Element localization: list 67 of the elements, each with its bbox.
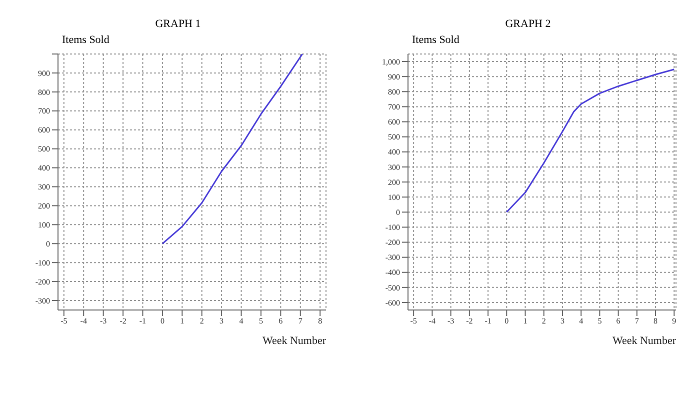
x-tick-label: 9 (672, 316, 676, 326)
y-tick-label: 900 (38, 68, 50, 78)
y-tick-label: -300 (35, 296, 50, 306)
x-tick-label: 3 (220, 316, 224, 326)
line-series (506, 68, 675, 213)
x-tick-label: 7 (634, 316, 639, 326)
x-tick-label: -3 (100, 316, 107, 326)
y-tick-label: 200 (38, 202, 50, 211)
x-tick-label: 6 (278, 316, 283, 326)
y-axis-title: Items Sold (62, 34, 110, 48)
x-tick-label: 8 (318, 316, 322, 326)
x-tick-label: 1 (523, 316, 528, 326)
y-tick-label: 300 (388, 162, 400, 172)
x-tick-label: 1 (180, 316, 184, 326)
y-tick-label: -600 (385, 298, 400, 308)
y-tick-label: 900 (388, 72, 400, 82)
x-tick-label: -5 (410, 316, 417, 326)
y-tick-label: 100 (388, 192, 400, 202)
y-tick-label: 800 (388, 87, 400, 96)
x-tick-label: 7 (298, 316, 302, 326)
x-tick-label: 2 (542, 316, 546, 326)
y-tick-label: 400 (38, 164, 50, 173)
y-tick-label: -100 (35, 258, 50, 268)
x-tick-label: 4 (239, 316, 244, 326)
y-tick-label: 700 (38, 106, 50, 116)
x-tick-label: 8 (654, 316, 658, 326)
x-tick-label: 5 (258, 316, 263, 326)
x-tick-label: -4 (428, 316, 436, 326)
y-tick-label: 600 (388, 118, 400, 127)
y-tick-label: -200 (385, 238, 400, 248)
y-tick-label: 1,000 (382, 57, 400, 66)
y-tick-label: 0 (46, 239, 50, 248)
y-axis-title: Items Sold (412, 34, 460, 48)
y-tick-label: 700 (388, 102, 400, 112)
y-tick-label: -100 (385, 223, 400, 232)
x-tick-label: 4 (579, 316, 584, 326)
x-tick-label: -4 (80, 316, 87, 326)
x-tick-label: 5 (598, 316, 602, 326)
y-tick-label: 400 (388, 148, 400, 157)
y-tick-label: -400 (385, 268, 400, 278)
y-tick-label: 100 (38, 220, 50, 230)
x-tick-label: 0 (504, 316, 509, 326)
y-tick-label: 200 (388, 178, 400, 187)
x-tick-label: -1 (139, 316, 146, 326)
x-tick-label: -2 (466, 316, 473, 326)
chart-title: GRAPH 2 (504, 18, 552, 32)
x-axis-title: Week Number (262, 335, 326, 347)
x-tick-label: -3 (447, 316, 454, 326)
y-tick-label: 0 (396, 208, 400, 217)
x-tick-label: -2 (120, 316, 126, 326)
y-tick-label: 300 (38, 182, 50, 192)
y-tick-label: -500 (385, 283, 400, 292)
x-axis-title: Week Number (612, 335, 676, 347)
x-tick-label: 0 (160, 316, 164, 326)
x-tick-label: -1 (484, 316, 492, 326)
y-tick-label: -200 (35, 277, 50, 286)
chart-title: GRAPH 1 (154, 18, 202, 32)
x-tick-label: 6 (616, 316, 620, 326)
y-tick-label: -300 (385, 253, 400, 262)
x-tick-label: 2 (200, 316, 204, 326)
y-tick-label: 500 (38, 144, 50, 154)
line-series (162, 54, 304, 244)
x-tick-label: -5 (60, 316, 68, 326)
y-tick-label: 500 (388, 132, 400, 142)
x-tick-label: 3 (560, 316, 564, 326)
y-tick-label: 600 (38, 126, 50, 135)
y-tick-label: 800 (38, 88, 50, 97)
